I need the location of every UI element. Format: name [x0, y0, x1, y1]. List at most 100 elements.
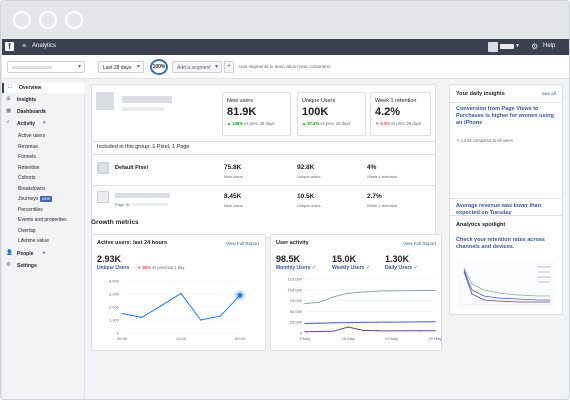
spotlight-link[interactable]: Check your retention rates across channe… [456, 237, 545, 250]
active-users-change-value: 30% [142, 265, 151, 270]
sidebar-item-overlap[interactable]: Overlap [2, 226, 85, 236]
sidebar-item-label: Overview [19, 85, 42, 91]
avatar[interactable] [488, 42, 498, 52]
insight-link[interactable]: Conversion from Page Views to Purchases … [456, 106, 554, 126]
kpi-week1-retention[interactable]: Week 1 retention 4.2% ▼ 6.3% vs prev. 28… [370, 92, 431, 136]
view-full-report-link[interactable]: View Full Report [403, 241, 436, 246]
window-minimize-dot[interactable] [39, 11, 57, 29]
x-tick-label: 12:00 [176, 336, 187, 341]
sidebar-item-percentiles[interactable]: Percentiles [2, 205, 85, 215]
y-tick-label: 3,000 [109, 292, 120, 297]
chevron-right-icon: ▸ [43, 249, 46, 256]
row-name: Default Pixel [115, 165, 149, 171]
sidebar-item-overview[interactable]: □ Overview [2, 83, 85, 93]
see-all-link[interactable]: See all [542, 91, 556, 96]
row-unique-users: 10.5K [297, 193, 315, 200]
sidebar-item-settings[interactable]: ⚙ Settings [2, 261, 85, 271]
row-sub: Page ID: [115, 202, 131, 207]
sidebar-item-label: People [17, 250, 34, 257]
group-name-placeholder [122, 96, 172, 103]
account-name-placeholder[interactable] [500, 44, 514, 49]
window-close-dot[interactable] [13, 11, 31, 29]
thumbnail-legend [538, 266, 550, 283]
data-point [362, 321, 364, 324]
kpi-label: Unique Users [302, 98, 336, 104]
y-tick-label: 0 [300, 331, 303, 336]
sidebar-item-label: Overlap [18, 227, 36, 234]
row-unique-users-label: Unique users [297, 203, 321, 208]
user-activity-chart: 0 25,000 50,000 75,000 100,000 125,000 9 May 16… [288, 277, 442, 342]
sidebar-item-activity[interactable]: ⚡ Activity ▾ [2, 119, 85, 129]
view-full-report-link[interactable]: View Full Report [226, 241, 259, 246]
group-icon-placeholder [96, 92, 114, 110]
chevron-down-icon: ▾ [77, 64, 81, 70]
x-tick-label: 16 May [342, 336, 355, 341]
account-chevron-down-icon[interactable]: ▼ [515, 43, 520, 49]
page-name-placeholder [115, 193, 170, 198]
sidebar-item-insights[interactable]: ⊙ Insights [2, 95, 85, 105]
window-chrome [1, 1, 569, 39]
kpi-unique-users[interactable]: Unique Users 100K ▲ 97.4% vs prev. 28 da… [297, 92, 366, 136]
x-tick-label: 29 May [428, 336, 441, 341]
data-point [434, 321, 436, 323]
people-icon: 👤 [6, 249, 13, 256]
data-point [304, 331, 306, 333]
up-arrow-icon: ▲ [302, 121, 307, 126]
help-link[interactable]: Help [543, 43, 556, 49]
thumbnail-legend-entry [538, 281, 550, 283]
add-segment-button[interactable]: + [224, 61, 234, 73]
series-line-monthly-users [304, 289, 436, 305]
group-title: Included in this group: 1 Pixel, 1 Page [97, 144, 190, 150]
sidebar-item-dashboards[interactable]: ▦ Dashboards ▸ [2, 107, 85, 117]
sidebar-item-label: Cohorts [18, 175, 36, 181]
add-segment-select[interactable]: Add a segment ▾ [172, 61, 222, 73]
y-tick-label: 25,000 [290, 320, 303, 325]
menu-icon[interactable]: ≡ [22, 43, 27, 50]
sidebar-item-cohorts[interactable]: Cohorts [2, 173, 85, 183]
daily-users-label[interactable]: Daily Users ✓ [385, 265, 418, 271]
sidebar-item-lifetime-value[interactable]: Lifetime value [2, 236, 85, 246]
kpi-change-value: 97.4% [307, 121, 320, 126]
kpi-new-users[interactable]: New users 81.9K ▲ 136% vs prev. 28 days [222, 92, 291, 136]
active-users-metric: Unique Users [97, 265, 130, 271]
segment-percent-badge[interactable]: 100% [150, 59, 168, 75]
date-range-select[interactable]: Last 28 days ▾ [98, 61, 144, 73]
data-point [391, 290, 393, 292]
thumbnail-line-1 [463, 267, 550, 297]
sidebar-item-funnels[interactable]: Funnels [2, 152, 85, 162]
window-maximize-dot[interactable] [65, 11, 83, 29]
thumbnail-legend-entry [538, 276, 550, 278]
active-users-change-suffix: vs previous 1 day [151, 265, 185, 270]
active-users-change: ▼ 30% vs previous 1 day [137, 265, 184, 270]
gear-icon[interactable]: ⚙ [531, 42, 539, 51]
data-point [121, 312, 123, 315]
top-nav-bar: f ≡ Analytics ▼ ⚙ Help [2, 39, 569, 55]
sidebar-item-people[interactable]: 👤 People ▸ [2, 249, 85, 259]
row-new-users: 8.45K [224, 193, 242, 200]
weekly-users-label[interactable]: Weekly Users ✓ [332, 265, 370, 271]
facebook-logo-icon[interactable]: f [5, 42, 14, 51]
insight-meta: ↗ 1.54X compared to all users [456, 138, 513, 143]
sidebar-item-journeys[interactable]: Journeys NEW [2, 194, 85, 204]
data-point [405, 321, 407, 323]
series-line-daily-users [304, 326, 435, 333]
sidebar-item-events[interactable]: Events and properties [2, 215, 85, 225]
row-new-users-label: New users [224, 174, 243, 179]
source-group-select[interactable]: ▾ [7, 61, 85, 73]
sidebar-item-label: Retention [18, 164, 40, 171]
data-point [347, 322, 349, 324]
monthly-users-label[interactable]: Monthly Users ✓ [276, 265, 316, 271]
sidebar-item-breakdowns[interactable]: Breakdowns [2, 184, 85, 194]
data-point [405, 330, 407, 332]
y-tick-label: 0 [117, 331, 120, 336]
insight-link[interactable]: Average revenue was lower than expected … [456, 203, 542, 216]
sidebar-item-revenue[interactable]: Revenue [2, 142, 85, 152]
x-tick-label: 9 May [300, 336, 311, 341]
chevron-down-icon: ▾ [43, 120, 46, 126]
sidebar-item-active-users[interactable]: Active users [2, 131, 85, 141]
kpi-change-suffix: vs prev. 28 days [320, 121, 351, 126]
data-point [318, 322, 321, 324]
sidebar-item-retention[interactable]: Retention [2, 163, 85, 173]
sidebar-item-label: Percentiles [18, 206, 43, 213]
x-tick-label: 00:00 [117, 336, 128, 341]
